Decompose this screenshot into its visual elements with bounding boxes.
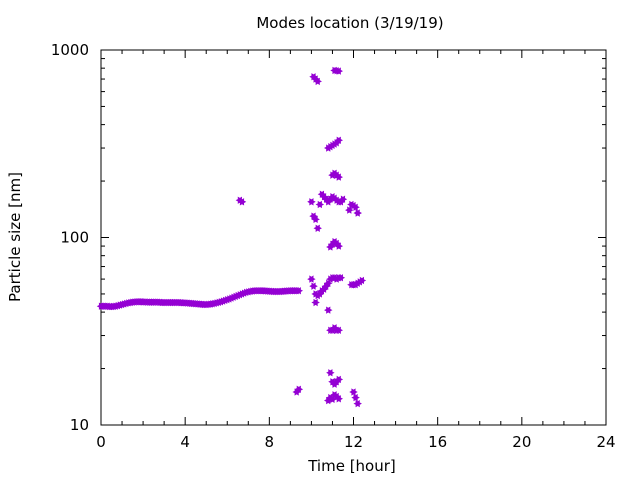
data-point <box>313 224 322 232</box>
data-point <box>353 209 362 217</box>
data-point <box>357 276 367 285</box>
data-point <box>338 195 348 203</box>
data-point <box>334 136 344 144</box>
x-tick-label: 16 <box>428 433 447 451</box>
data-point <box>311 215 320 224</box>
data-point <box>237 198 247 206</box>
x-axis-label: Time [hour] <box>308 457 396 475</box>
y-tick-label: 1000 <box>51 41 89 59</box>
plot-frame <box>100 49 607 426</box>
data-point <box>294 385 304 393</box>
data-point <box>334 67 344 75</box>
data-point <box>334 173 344 181</box>
y-tick-label: 10 <box>70 416 89 434</box>
data-point <box>307 275 316 283</box>
data-point <box>334 326 344 334</box>
data-point <box>326 369 335 377</box>
y-tick-label: 100 <box>60 229 89 247</box>
data-point <box>351 393 360 402</box>
x-tick-label: 0 <box>96 433 106 451</box>
data-point <box>315 200 325 209</box>
x-tick-label: 20 <box>512 433 531 451</box>
data-point <box>324 306 333 314</box>
data-point <box>307 198 316 206</box>
x-tick-label: 8 <box>265 433 275 451</box>
x-tick-label: 4 <box>180 433 190 451</box>
data-point <box>334 395 344 403</box>
data-point <box>309 282 318 290</box>
data-point <box>294 287 304 295</box>
data-point <box>336 274 346 282</box>
data-point <box>353 399 362 408</box>
data-point <box>334 375 344 384</box>
data-point <box>334 242 344 250</box>
x-tick-label: 12 <box>344 433 363 451</box>
chart-title: Modes location (3/19/19) <box>256 14 444 32</box>
x-tick-label: 24 <box>596 433 615 451</box>
data-point <box>351 203 360 211</box>
data-point <box>311 298 320 307</box>
data-point <box>313 77 322 86</box>
